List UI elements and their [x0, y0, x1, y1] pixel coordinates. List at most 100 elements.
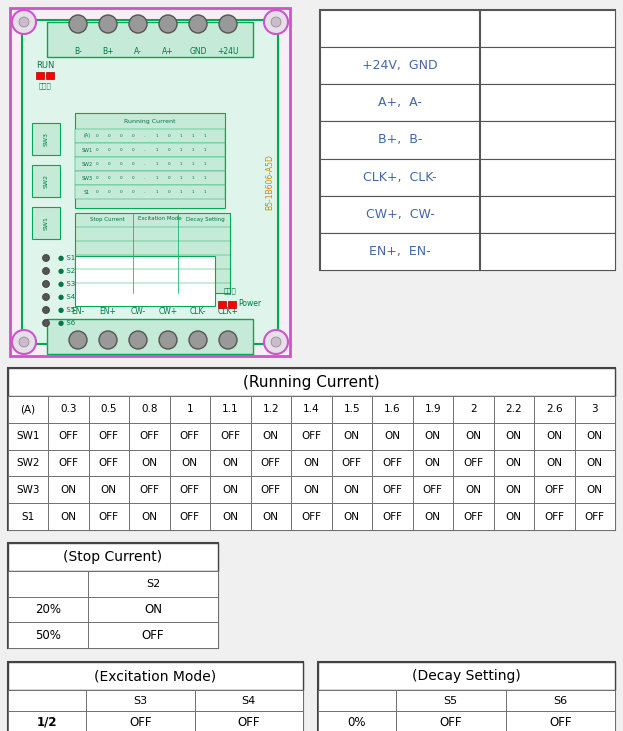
Text: OFF: OFF — [549, 716, 571, 729]
Text: OFF: OFF — [302, 431, 321, 442]
Bar — [8, 711, 86, 731]
Bar — [75, 213, 230, 293]
Bar — [412, 423, 453, 450]
Text: ON: ON — [344, 485, 359, 495]
Bar — [534, 503, 574, 530]
Bar — [8, 622, 88, 648]
Text: S4: S4 — [242, 696, 256, 705]
Bar — [318, 711, 396, 731]
Text: 1: 1 — [192, 190, 194, 194]
Text: OFF: OFF — [383, 458, 402, 468]
Text: ON: ON — [182, 458, 197, 468]
Text: ON: ON — [425, 512, 440, 522]
Text: OFF: OFF — [342, 458, 362, 468]
Bar — [250, 423, 291, 450]
Text: SW2: SW2 — [16, 458, 40, 468]
Text: 0: 0 — [120, 190, 122, 194]
Text: 1: 1 — [156, 148, 158, 152]
Text: 1: 1 — [180, 176, 183, 180]
Text: S2: S2 — [146, 579, 160, 589]
Circle shape — [219, 331, 237, 349]
Text: CLK+: CLK+ — [217, 308, 239, 317]
Text: CW+: CW+ — [158, 308, 178, 317]
Bar — [169, 423, 210, 450]
Bar — [534, 477, 574, 503]
Bar — [48, 396, 88, 423]
Circle shape — [69, 15, 87, 33]
Text: 50%: 50% — [35, 629, 61, 642]
Text: 3: 3 — [591, 404, 598, 414]
Bar — [48, 423, 88, 450]
Bar — [320, 159, 615, 196]
Text: 0: 0 — [96, 148, 98, 152]
Bar — [493, 423, 534, 450]
Text: ON: ON — [141, 512, 157, 522]
Text: 1: 1 — [180, 162, 183, 166]
Bar — [8, 543, 218, 571]
Text: B5-1B606-A5D: B5-1B606-A5D — [265, 154, 275, 210]
Text: OFF: OFF — [58, 458, 78, 468]
Text: ON: ON — [144, 603, 162, 616]
Text: 信号灯: 信号灯 — [39, 83, 51, 89]
Circle shape — [271, 337, 281, 347]
Text: ON: ON — [141, 458, 157, 468]
Text: B-: B- — [74, 48, 82, 56]
Text: ON: ON — [546, 458, 562, 468]
Bar — [75, 256, 215, 306]
Text: 2: 2 — [470, 404, 477, 414]
Bar — [210, 423, 250, 450]
Text: SW1: SW1 — [44, 216, 49, 230]
Text: ON: ON — [222, 512, 238, 522]
Bar — [320, 84, 615, 121]
Bar — [210, 477, 250, 503]
Bar — [574, 477, 615, 503]
Text: +24V,  GND: +24V, GND — [362, 59, 438, 72]
Text: 20%: 20% — [35, 603, 61, 616]
Text: OFF: OFF — [383, 512, 402, 522]
Text: 0: 0 — [131, 190, 135, 194]
Bar — [412, 450, 453, 477]
Text: CLK-: CLK- — [190, 308, 206, 317]
Text: ON: ON — [222, 458, 238, 468]
Text: EN+: EN+ — [100, 308, 117, 317]
Bar — [8, 450, 48, 477]
Bar — [129, 450, 169, 477]
Bar — [331, 477, 372, 503]
Bar — [169, 450, 210, 477]
Circle shape — [19, 17, 29, 27]
Text: 1: 1 — [180, 134, 183, 138]
Bar — [8, 662, 303, 690]
Text: ON: ON — [506, 485, 521, 495]
Bar — [372, 477, 412, 503]
Text: 1: 1 — [192, 162, 194, 166]
Text: -: - — [145, 162, 146, 166]
Text: OFF: OFF — [221, 431, 240, 442]
Text: 1.9: 1.9 — [424, 404, 441, 414]
Text: ON: ON — [344, 512, 359, 522]
Bar — [534, 396, 574, 423]
Text: ● S5: ● S5 — [58, 307, 75, 313]
Bar — [75, 143, 225, 157]
Text: 0: 0 — [131, 176, 135, 180]
Text: ON: ON — [506, 512, 521, 522]
Bar — [48, 450, 88, 477]
Text: OFF: OFF — [129, 716, 151, 729]
Text: GND: GND — [189, 48, 207, 56]
Circle shape — [129, 331, 147, 349]
Bar — [412, 396, 453, 423]
Circle shape — [159, 331, 177, 349]
Text: 1: 1 — [156, 176, 158, 180]
Text: (A): (A) — [21, 404, 36, 414]
Text: ON: ON — [465, 485, 481, 495]
Text: ON: ON — [587, 458, 602, 468]
Text: 1: 1 — [192, 148, 194, 152]
Text: 0: 0 — [131, 134, 135, 138]
Bar — [318, 662, 615, 690]
Text: A+,  A-: A+, A- — [378, 96, 422, 110]
Text: ON: ON — [60, 485, 76, 495]
Text: ● S1: ● S1 — [58, 255, 75, 261]
Bar — [8, 368, 615, 396]
Bar — [75, 185, 225, 199]
Bar — [194, 690, 303, 711]
Bar — [32, 123, 60, 155]
